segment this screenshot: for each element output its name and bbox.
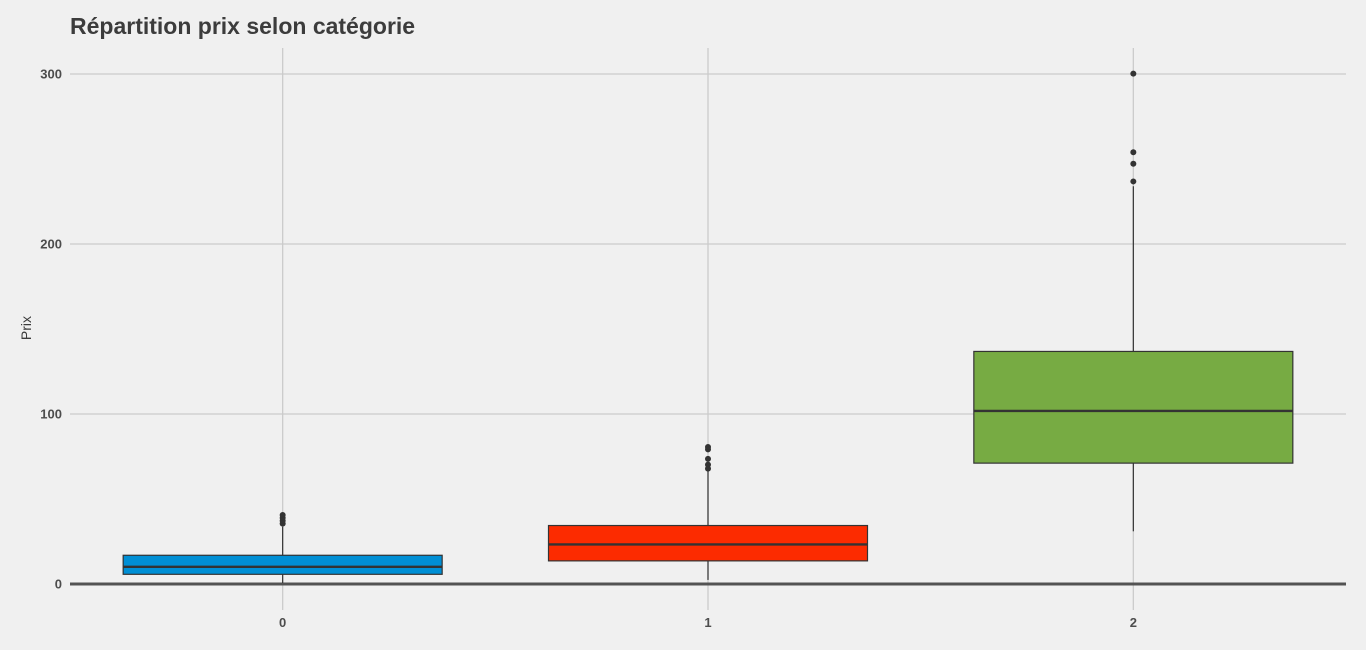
y-tick-label: 200 — [40, 237, 62, 252]
outlier-point — [1130, 160, 1137, 167]
boxes — [122, 70, 1294, 583]
outlier-point — [705, 443, 711, 450]
x-tick-label: 2 — [1130, 615, 1137, 630]
box-iqr — [122, 554, 443, 575]
outlier-point — [279, 511, 286, 518]
outlier-point — [1130, 70, 1137, 77]
x-tick-label: 0 — [279, 615, 286, 630]
outlier-point — [705, 461, 711, 468]
y-tick-label: 300 — [40, 67, 62, 82]
x-tick-label: 1 — [704, 615, 711, 630]
outlier-point — [705, 455, 711, 462]
axes: 0 100 200 300 0 1 2 — [40, 67, 1346, 630]
chart-title: Répartition prix selon catégorie — [70, 13, 416, 39]
y-tick-label: 100 — [40, 407, 62, 422]
outlier-point — [1130, 178, 1137, 185]
outlier-point — [1130, 149, 1137, 156]
box-category-0 — [122, 511, 443, 583]
y-tick-label: 0 — [55, 577, 62, 592]
box-category-2 — [973, 70, 1294, 532]
box-category-1 — [547, 443, 869, 580]
y-axis-title: Prix — [18, 316, 34, 340]
box-iqr — [973, 350, 1294, 464]
